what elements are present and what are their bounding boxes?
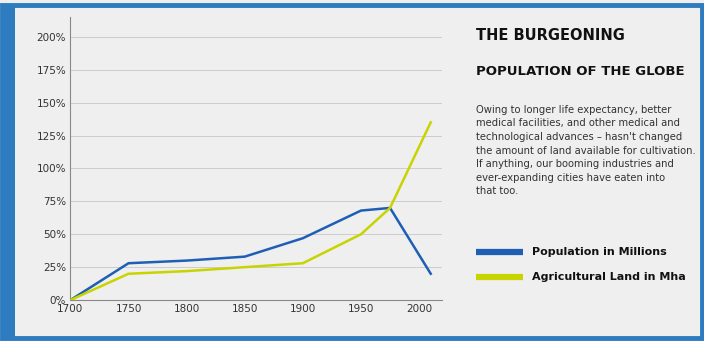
Text: Owing to longer life expectancy, better
medical facilities, and other medical an: Owing to longer life expectancy, better … [476,105,696,196]
Bar [2,5,15,338]
Text: Agricultural Land in Mha: Agricultural Land in Mha [532,272,686,282]
Text: THE BURGEONING: THE BURGEONING [476,28,625,43]
Text: POPULATION OF THE GLOBE: POPULATION OF THE GLOBE [476,65,685,78]
Text: Population in Millions: Population in Millions [532,247,667,257]
